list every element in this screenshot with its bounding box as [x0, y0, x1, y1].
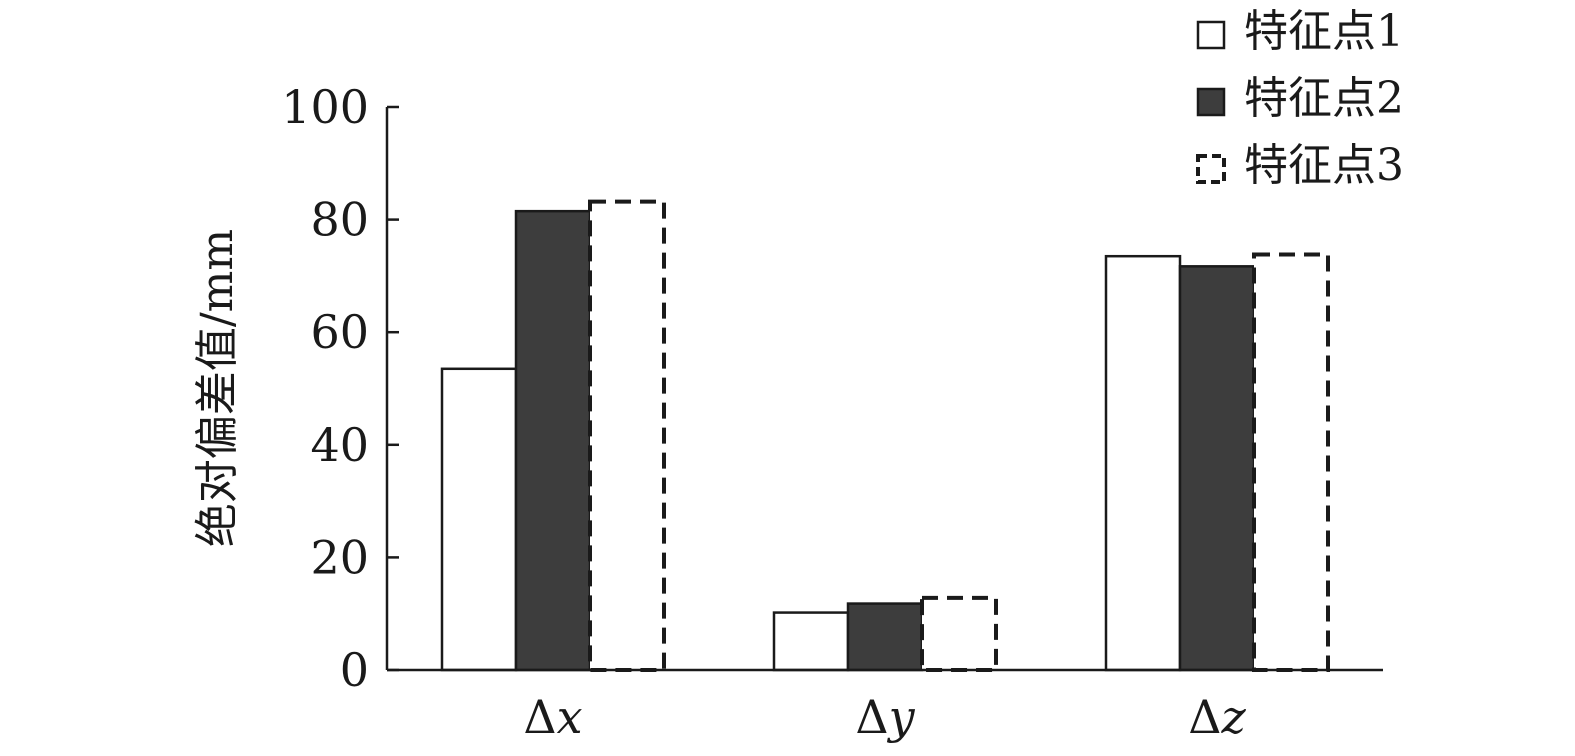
bar-3-1 [588, 199, 666, 672]
legend: 特征点1 特征点2 特征点3 [1196, 6, 1404, 191]
bar-1-3 [1104, 254, 1182, 672]
y-tick-label: 20 [310, 530, 369, 584]
bar-2-2 [846, 602, 924, 672]
bar-2-1 [514, 209, 592, 672]
bar-1-1 [440, 367, 518, 672]
x-tick-label: Δz [1188, 690, 1246, 744]
y-tick-label: 0 [340, 643, 369, 697]
bars [440, 199, 1330, 672]
x-axis: Δx Δy Δz [387, 668, 1383, 744]
y-axis: 0 20 40 60 80 100 [281, 80, 399, 697]
legend-label-1: 特征点1 [1244, 6, 1404, 57]
legend-label-2: 特征点2 [1244, 73, 1404, 124]
legend-swatch-2 [1196, 87, 1226, 117]
y-tick-label: 60 [310, 305, 369, 359]
y-tick-label: 100 [281, 80, 369, 134]
y-tick-label: 40 [310, 418, 369, 472]
x-tick-label: Δx [523, 690, 582, 744]
bar-3-2 [920, 595, 998, 672]
y-tick-label: 80 [310, 193, 369, 247]
bar-2-3 [1178, 265, 1256, 672]
legend-label-3: 特征点3 [1244, 140, 1404, 191]
bar-3-3 [1252, 252, 1330, 672]
legend-swatch-1 [1196, 20, 1226, 50]
bar-1-2 [772, 611, 850, 672]
legend-swatch-3 [1196, 154, 1226, 184]
x-tick-label: Δy [855, 690, 915, 744]
y-axis-label: 绝对偏差值/mm [192, 229, 243, 547]
